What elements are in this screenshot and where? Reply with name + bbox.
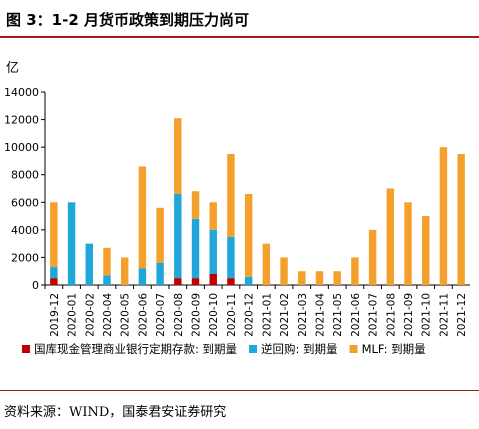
bar-segment	[174, 278, 182, 285]
x-tick-label: 2021-04	[314, 293, 326, 337]
x-tick-label: 2020-09	[191, 293, 203, 337]
bar-segment	[368, 229, 377, 285]
y-tick-label: 6000	[11, 196, 39, 209]
legend-label: 逆回购: 到期量	[261, 342, 338, 356]
legend-swatch	[349, 345, 358, 353]
figure-title: 图 3：1-2 月货币政策到期压力尚可	[6, 11, 249, 29]
bar-segment	[156, 262, 164, 285]
bar-segment	[422, 216, 430, 285]
x-tick-label: 2021-03	[297, 293, 309, 337]
x-tick-label: 2020-04	[102, 293, 114, 337]
bar-segment	[67, 202, 76, 285]
chart-canvas: 亿 0 2000 4000 6000 8000 10000 12000 14000 2019-12…	[4, 61, 470, 356]
bar-segment	[404, 202, 412, 285]
x-tick-label: 2021-02	[279, 293, 291, 337]
bar-segment	[138, 166, 147, 269]
x-tick-label: 2020-07	[155, 293, 167, 337]
bar-segment	[209, 273, 217, 285]
x-tick-label: 2020-12	[244, 293, 256, 337]
x-tick-label: 2021-10	[421, 293, 433, 337]
x-tick-label: 2021-07	[368, 293, 380, 337]
x-tick-label: 2021-06	[350, 293, 362, 337]
x-tick-label: 2020-08	[173, 293, 185, 337]
bar-segment	[315, 271, 324, 285]
bar-segment	[386, 188, 395, 285]
y-tick-label: 8000	[11, 169, 39, 182]
x-tick-label: 2020-01	[67, 293, 79, 337]
x-tick-label: 2020-02	[84, 293, 96, 337]
bar-segment	[262, 243, 271, 285]
x-tick-label: 2019-12	[49, 293, 61, 337]
legend-swatch	[22, 345, 30, 353]
bar-segment	[85, 243, 93, 285]
bar-segment	[120, 257, 129, 285]
x-tick-label: 2021-05	[332, 293, 344, 337]
bar-segment	[50, 278, 58, 285]
bar-segment	[103, 247, 111, 276]
bar-segment	[191, 191, 200, 219]
bar-segment	[227, 236, 235, 279]
y-axis-label: 亿	[6, 61, 19, 76]
legend-swatch	[249, 345, 258, 353]
x-tick-label: 2021-01	[261, 293, 273, 337]
bar-segment	[244, 276, 253, 285]
x-tick-label: 2021-09	[403, 293, 415, 337]
bar-segment	[227, 154, 235, 237]
legend-label: MLF: 到期量	[362, 342, 426, 356]
source-divider	[0, 390, 479, 391]
legend-label: 国库现金管理商业银行定期存款: 到期量	[34, 342, 237, 356]
x-tick-label: 2020-05	[120, 293, 132, 337]
bar-segment	[351, 257, 359, 285]
bar-segment	[333, 271, 341, 285]
x-tick-label: 2020-10	[208, 293, 220, 337]
y-tick-label: 2000	[11, 251, 39, 264]
bar-segment	[244, 194, 253, 277]
y-tick-label: 12000	[4, 114, 39, 127]
bar-segment	[191, 278, 200, 285]
bar-segment	[298, 271, 306, 285]
x-tick-label: 2021-08	[385, 293, 397, 337]
bar-segment	[457, 154, 465, 285]
bar-segment	[50, 202, 58, 268]
bar-segment	[209, 202, 217, 230]
bar-segment	[209, 229, 217, 274]
bar-segment	[156, 207, 164, 263]
bar-segment	[103, 275, 111, 285]
bar-segment	[174, 194, 182, 279]
bar-segment	[439, 147, 448, 285]
y-tick-label: 10000	[4, 141, 39, 154]
bar-segment	[191, 218, 200, 279]
bar-segment	[174, 118, 182, 195]
chart: 亿 0 2000 4000 6000 8000 10000 12000 14000 2019-12…	[0, 40, 479, 386]
title-divider	[0, 36, 479, 38]
x-tick-label: 2020-11	[226, 293, 238, 337]
source-note: 资料来源：WIND，国泰君安证券研究	[4, 405, 227, 420]
bar-segment	[50, 267, 58, 279]
y-tick-label: 0	[32, 279, 39, 292]
x-tick-label: 2021-11	[438, 293, 450, 337]
y-tick-label: 14000	[4, 86, 39, 99]
x-tick-label: 2021-12	[456, 293, 468, 337]
y-tick-label: 4000	[11, 224, 39, 237]
x-tick-label: 2020-06	[137, 293, 149, 337]
bar-segment	[227, 278, 235, 285]
bar-segment	[138, 268, 147, 285]
bar-segment	[280, 257, 288, 285]
